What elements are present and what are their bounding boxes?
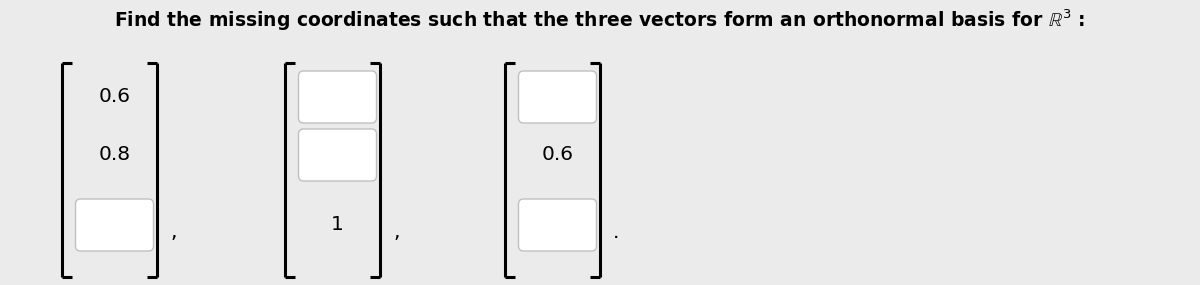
FancyBboxPatch shape <box>299 71 377 123</box>
FancyBboxPatch shape <box>76 199 154 251</box>
FancyBboxPatch shape <box>299 129 377 181</box>
Text: 0.6: 0.6 <box>541 146 574 164</box>
Text: ,: , <box>394 223 400 243</box>
Text: .: . <box>613 223 619 243</box>
Text: 0.8: 0.8 <box>98 146 131 164</box>
FancyBboxPatch shape <box>518 199 596 251</box>
Text: ,: , <box>170 223 176 243</box>
Text: 1: 1 <box>331 215 344 235</box>
Text: Find the missing coordinates such that the three vectors form an orthonormal bas: Find the missing coordinates such that t… <box>114 7 1086 33</box>
FancyBboxPatch shape <box>518 71 596 123</box>
Text: 0.6: 0.6 <box>98 87 131 107</box>
